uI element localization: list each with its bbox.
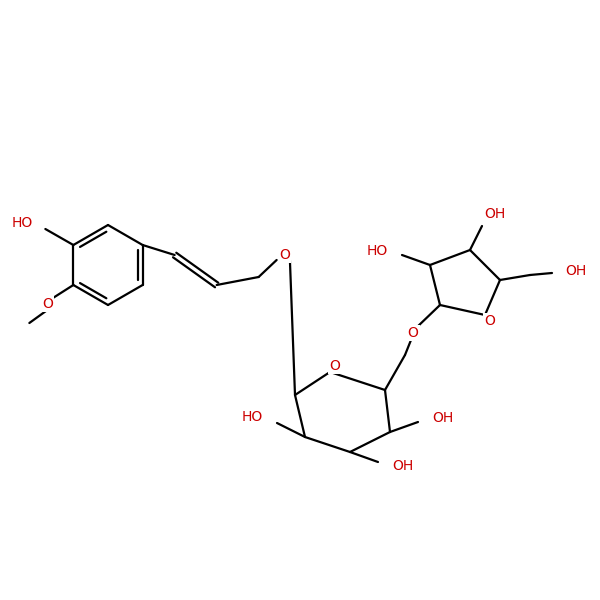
Text: HO: HO <box>12 216 34 230</box>
Text: OH: OH <box>565 264 586 278</box>
Text: OH: OH <box>432 411 453 425</box>
Text: O: O <box>279 248 290 262</box>
Text: O: O <box>42 297 53 311</box>
Text: O: O <box>329 359 340 373</box>
Text: O: O <box>407 326 418 340</box>
Text: OH: OH <box>392 459 413 473</box>
Text: O: O <box>485 314 496 328</box>
Text: HO: HO <box>367 244 388 258</box>
Text: OH: OH <box>484 207 505 221</box>
Text: HO: HO <box>242 410 263 424</box>
